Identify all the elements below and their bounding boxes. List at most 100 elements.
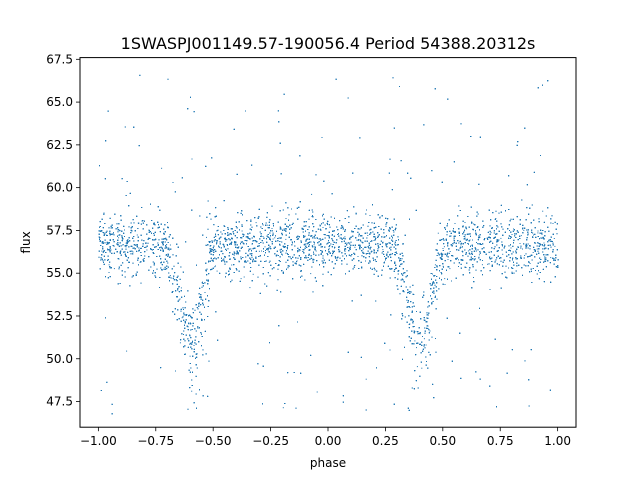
data-point [168, 249, 170, 251]
data-point [550, 257, 552, 259]
data-point [542, 245, 544, 247]
data-point [166, 244, 168, 245]
data-point [306, 243, 308, 245]
data-point [349, 237, 351, 239]
data-point [236, 252, 238, 254]
data-point [542, 210, 544, 212]
data-point [421, 367, 423, 369]
data-point [189, 355, 191, 357]
data-point [249, 287, 251, 289]
data-point [423, 338, 425, 340]
data-point [532, 236, 533, 238]
data-point [184, 314, 186, 316]
data-point [529, 263, 531, 264]
data-point [113, 268, 115, 270]
data-point [385, 245, 387, 247]
data-point [264, 246, 266, 248]
data-point [252, 273, 254, 275]
data-point [206, 236, 207, 238]
data-point [169, 275, 171, 276]
data-point [345, 248, 347, 250]
data-point [240, 278, 242, 280]
data-point [107, 242, 109, 244]
data-point [442, 265, 444, 267]
data-point [537, 232, 539, 234]
data-point [437, 232, 439, 234]
data-point [494, 260, 496, 262]
data-point [101, 250, 103, 252]
data-point [191, 390, 193, 392]
data-point [535, 242, 537, 244]
data-point [316, 391, 318, 393]
data-point [379, 216, 381, 218]
data-point [139, 261, 141, 263]
data-point [315, 250, 317, 252]
data-point [282, 407, 284, 409]
data-point [319, 238, 321, 239]
data-point [181, 317, 183, 319]
data-point [399, 260, 400, 262]
data-point [101, 242, 103, 244]
data-point [118, 237, 120, 239]
data-point [272, 238, 274, 240]
data-point [258, 250, 260, 252]
data-point [262, 224, 264, 226]
data-point [473, 223, 475, 225]
data-point [241, 230, 243, 232]
data-point [443, 246, 445, 248]
data-point [478, 254, 480, 256]
data-point [382, 249, 384, 251]
data-point [332, 230, 334, 232]
data-point [169, 244, 171, 246]
data-point [310, 273, 312, 275]
data-point [227, 245, 229, 246]
data-point [216, 270, 218, 272]
data-point [136, 234, 138, 236]
data-point [524, 255, 526, 256]
data-point [146, 249, 148, 251]
data-point [296, 260, 298, 262]
data-point [532, 252, 534, 253]
data-point [168, 247, 170, 249]
data-point [243, 276, 245, 278]
data-point [99, 226, 100, 228]
data-point [449, 251, 451, 252]
data-point [329, 252, 331, 254]
data-point [180, 287, 182, 289]
data-point [458, 259, 459, 261]
data-point [541, 233, 543, 235]
data-point [354, 246, 356, 248]
data-point [356, 239, 358, 241]
data-point [502, 253, 504, 255]
data-point [554, 245, 556, 247]
data-points [98, 74, 559, 415]
data-point [231, 264, 233, 266]
data-point [183, 309, 184, 310]
data-point [274, 237, 276, 239]
data-point [255, 222, 257, 224]
data-point [367, 235, 369, 236]
data-point [523, 229, 525, 231]
data-point [495, 218, 497, 219]
data-point [284, 246, 286, 247]
data-point [355, 212, 357, 214]
data-point [121, 237, 123, 239]
data-point [466, 228, 468, 230]
data-point [481, 264, 483, 266]
data-point [449, 268, 451, 270]
data-point [500, 237, 502, 239]
data-point [416, 347, 417, 349]
data-point [208, 261, 210, 263]
data-point [434, 264, 436, 266]
data-point [146, 242, 147, 244]
data-point [540, 237, 542, 239]
data-point [487, 263, 489, 265]
data-point [193, 345, 195, 346]
data-point [536, 248, 538, 250]
data-point [545, 261, 547, 262]
data-point [444, 278, 446, 280]
data-point [311, 193, 313, 195]
